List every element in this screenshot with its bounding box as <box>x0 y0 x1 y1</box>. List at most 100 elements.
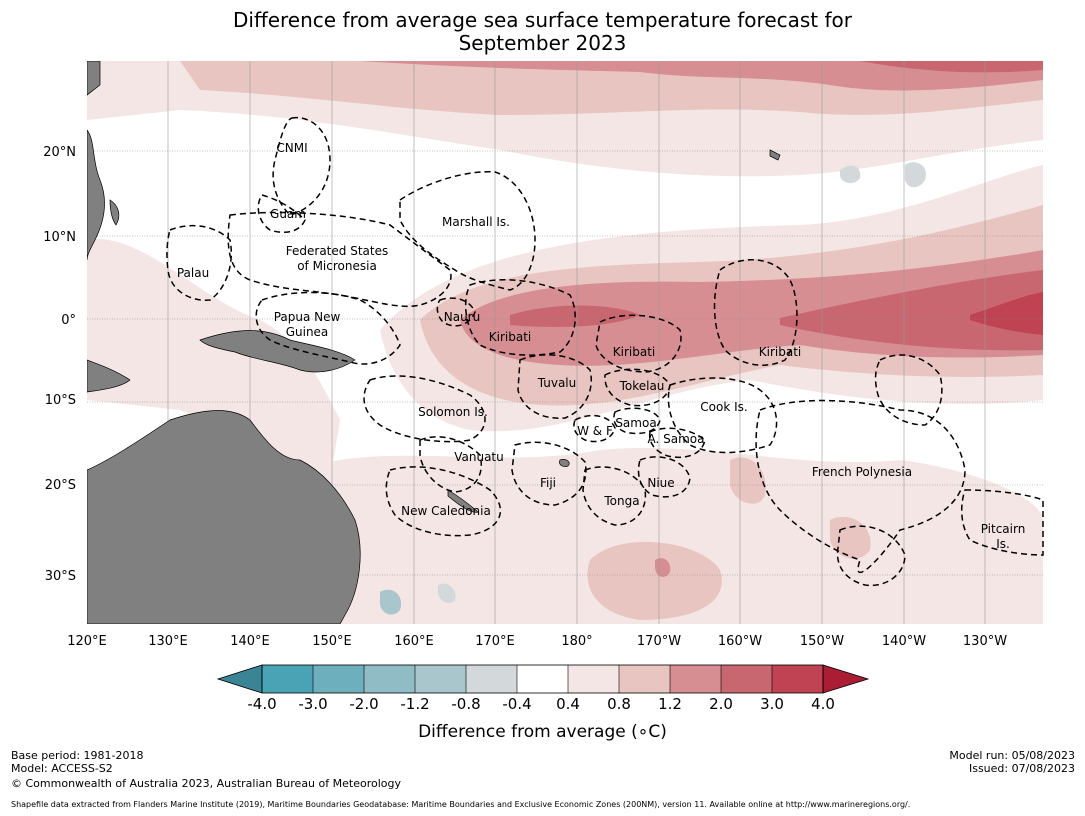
eez-cook <box>667 377 778 454</box>
lon-label: 130°W <box>963 634 1007 649</box>
colorbar-swatch <box>313 665 364 693</box>
colorbar-tick-label: 4.0 <box>811 695 835 713</box>
colorbar-swatch <box>619 665 670 693</box>
anomaly-patch-cool3 <box>379 589 402 615</box>
label-kiribati-east: Kiribati <box>759 345 801 359</box>
colorbar-tick-label: 0.8 <box>607 695 631 713</box>
eez-kiribati-central <box>595 314 682 373</box>
lon-label: 170°W <box>637 634 681 649</box>
lon-label: 170°E <box>475 634 515 649</box>
colorbar-title: Difference from average (∘C) <box>418 722 667 742</box>
indonesia-west <box>87 359 131 393</box>
colorbar <box>216 664 870 694</box>
lon-label: 120°E <box>67 634 107 649</box>
landmasses <box>87 61 781 624</box>
lon-label: 140°E <box>230 634 270 649</box>
issued-date: Issued: 07/08/2023 <box>968 762 1075 775</box>
lon-label: 160°W <box>718 634 762 649</box>
colorbar-tick-label: -0.4 <box>502 695 532 713</box>
eez-boundaries <box>166 116 1044 587</box>
anomaly-patch-cool1 <box>840 165 861 184</box>
eez-tonga <box>582 466 647 526</box>
label-fsm-line2: of Micronesia <box>297 259 377 273</box>
label-american-samoa: A. Samoa <box>648 432 705 446</box>
borneo-philippines <box>87 129 105 261</box>
colorbar-tick-label: 3.0 <box>760 695 784 713</box>
map-title-line1: Difference from average sea surface temp… <box>232 8 852 32</box>
eez-new-caledonia <box>385 466 501 537</box>
eez-kiribati-east <box>713 259 798 366</box>
colorbar-tick-label: 1.2 <box>658 695 682 713</box>
colorbar-swatch <box>721 665 772 693</box>
label-wallis-futuna: W & F <box>577 424 613 438</box>
colorbar-swatch <box>262 665 313 693</box>
lon-label: 160°E <box>394 634 434 649</box>
lon-label: 180° <box>561 634 592 649</box>
label-png-line1: Papua New <box>274 310 341 324</box>
sulawesi <box>109 199 120 226</box>
colorbar-swatch <box>568 665 619 693</box>
label-french-polynesia: French Polynesia <box>812 465 912 479</box>
lat-label: 10°N <box>43 230 76 245</box>
footer-left: Base period: 1981-2018 Model: ACCESS-S2 … <box>11 749 401 790</box>
eez-fiji <box>511 441 587 506</box>
eez-asamoa <box>648 427 706 459</box>
colorbar-tick-label: 0.4 <box>556 695 580 713</box>
label-fsm-line1: Federated States <box>286 244 388 258</box>
colorbar-tick-label: -0.8 <box>451 695 481 713</box>
lat-label: 10°S <box>45 393 76 408</box>
colorbar-tick-label: -4.0 <box>247 695 277 713</box>
label-fiji: Fiji <box>540 476 556 490</box>
colorbar-tick-label: 2.0 <box>709 695 733 713</box>
label-tonga: Tonga <box>603 494 639 508</box>
indonesia-north <box>87 61 101 96</box>
label-cook: Cook Is. <box>700 400 747 414</box>
new-guinea <box>199 330 356 373</box>
label-tuvalu: Tuvalu <box>537 376 577 390</box>
region-labels: CNMI Guam Marshall Is. Federated States … <box>177 141 1025 551</box>
lat-axis-labels: 20°N 10°N 0° 10°S 20°S 30°S <box>43 145 76 584</box>
colorbar-extend-high <box>822 664 870 694</box>
hawaii <box>769 149 781 161</box>
colorbar-tick-label: -3.0 <box>298 695 328 713</box>
eez-nauru <box>436 297 476 327</box>
lat-label: 20°N <box>43 145 76 160</box>
model-run: Model run: 05/08/2023 <box>949 749 1075 762</box>
label-kiribati-west: Kiribati <box>489 330 531 344</box>
label-vanuatu: Vanuatu <box>454 450 504 464</box>
colorbar-swatch <box>670 665 721 693</box>
label-nauru: Nauru <box>444 310 480 324</box>
label-cnmi: CNMI <box>276 141 307 155</box>
new-zealand-tip <box>559 459 570 467</box>
anomaly-patch-cool2 <box>904 162 926 188</box>
eez-cnmi <box>272 116 331 216</box>
lat-label: 0° <box>61 313 76 328</box>
eez-guam <box>257 194 306 233</box>
eez-french-polynesia-east <box>874 354 943 426</box>
label-guam: Guam <box>270 207 306 221</box>
anomaly-patch-cool4 <box>438 583 456 603</box>
colorbar-swatch <box>772 665 823 693</box>
australia <box>87 410 361 624</box>
label-marshall: Marshall Is. <box>442 215 510 229</box>
anomaly-patch-hot-north <box>860 61 1043 73</box>
label-niue: Niue <box>647 476 674 490</box>
base-period: Base period: 1981-2018 <box>11 749 144 762</box>
new-caledonia <box>447 489 479 513</box>
lon-label: 140°W <box>882 634 926 649</box>
lon-label: 130°E <box>148 634 188 649</box>
lon-label: 150°E <box>312 634 352 649</box>
anomaly-band-hot-east <box>780 270 1043 351</box>
anomaly-core-east <box>970 292 1043 335</box>
eez-kiribati-west <box>464 279 576 356</box>
lon-axis-labels: 120°E 130°E 140°E 150°E 160°E 170°E 180°… <box>67 634 1007 649</box>
colorbar-extend-low <box>216 664 263 694</box>
label-pitcairn-line2: Is. <box>996 537 1010 551</box>
lon-label: 150°W <box>800 634 844 649</box>
colorbar-swatch <box>415 665 466 693</box>
sst-anomaly-field <box>87 61 1043 624</box>
model-name: Model: ACCESS-S2 <box>11 762 113 775</box>
footer-right: Model run: 05/08/2023 Issued: 07/08/2023 <box>949 749 1075 775</box>
copyright: © Commonwealth of Australia 2023, Austra… <box>11 777 401 790</box>
